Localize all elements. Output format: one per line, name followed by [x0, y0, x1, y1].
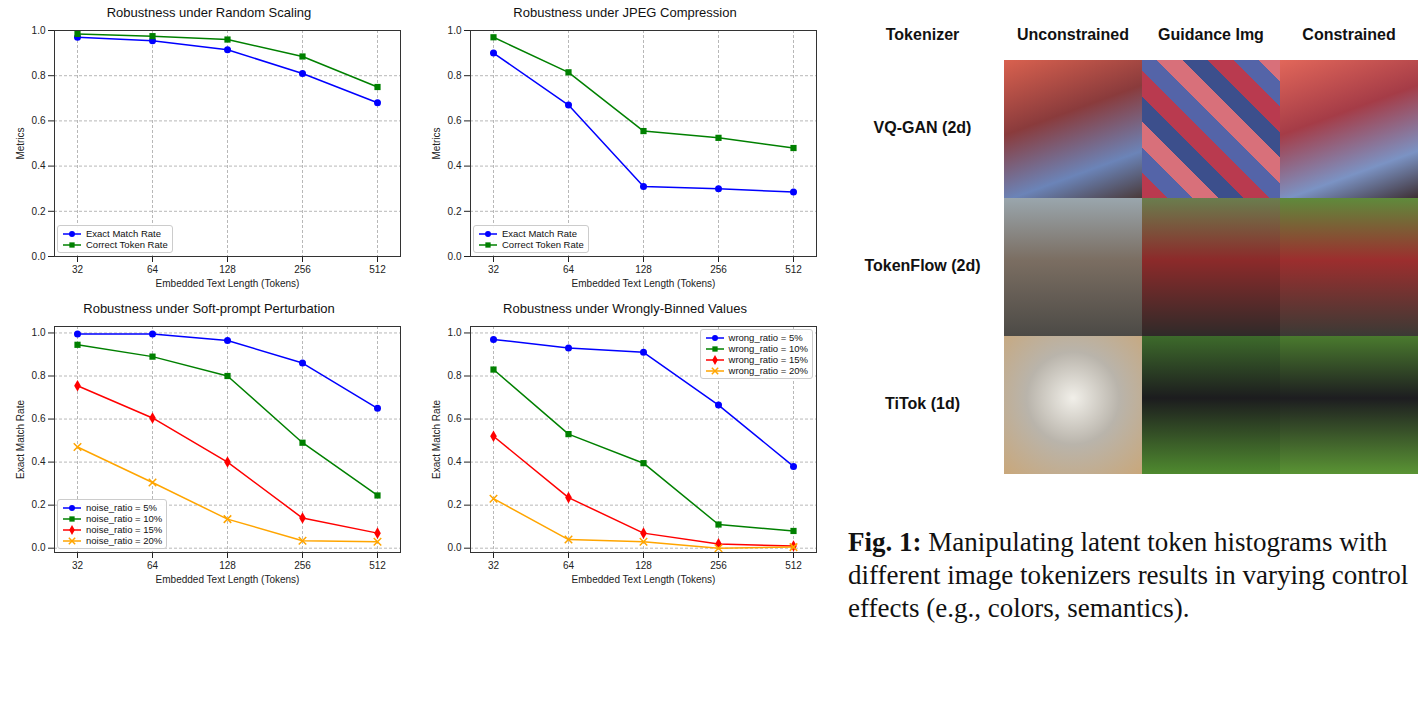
svg-text:Metrics: Metrics	[15, 127, 26, 159]
svg-text:0.8: 0.8	[32, 70, 46, 81]
svg-text:0.4: 0.4	[32, 456, 46, 467]
svg-text:1.0: 1.0	[32, 327, 46, 338]
svg-text:0.4: 0.4	[448, 456, 462, 467]
svg-text:256: 256	[710, 560, 727, 571]
html-text:noise_ratio = 20%: noise_ratio = 20%	[86, 535, 163, 546]
svg-text:64: 64	[563, 264, 575, 275]
svg-text:0.2: 0.2	[32, 206, 46, 217]
html-text:Constrained: Constrained	[1302, 26, 1396, 43]
svg-text:0.2: 0.2	[32, 499, 46, 510]
html-text:VQ-GAN (2d): VQ-GAN (2d)	[873, 119, 972, 136]
svg-text:256: 256	[710, 264, 727, 275]
html-text:wrong_ratio = 15%: wrong_ratio = 15%	[728, 354, 808, 365]
svg-text:256: 256	[294, 264, 311, 275]
html-text:TiTok (1d): TiTok (1d)	[885, 395, 960, 412]
svg-text:1.0: 1.0	[448, 327, 462, 338]
svg-text:128: 128	[635, 264, 652, 275]
svg-text:128: 128	[219, 264, 236, 275]
svg-text:0.0: 0.0	[32, 251, 46, 262]
html-text:Exact Match Rate: Exact Match Rate	[86, 228, 161, 239]
svg-text:512: 512	[369, 560, 386, 571]
svg-text:32: 32	[72, 560, 84, 571]
html-text:wrong_ratio = 20%: wrong_ratio = 20%	[728, 365, 808, 376]
svg-text:128: 128	[635, 560, 652, 571]
svg-text:512: 512	[369, 264, 386, 275]
html-text:Guidance Img: Guidance Img	[1158, 26, 1264, 43]
svg-text:256: 256	[294, 560, 311, 571]
svg-text:0.0: 0.0	[32, 542, 46, 553]
svg-text:0.2: 0.2	[448, 499, 462, 510]
svg-text:0.0: 0.0	[448, 251, 462, 262]
svg-text:512: 512	[785, 264, 802, 275]
svg-text:Exact Match Rate: Exact Match Rate	[15, 400, 26, 479]
html-text:Exact Match Rate: Exact Match Rate	[502, 228, 577, 239]
html-text:Robustness under JPEG Compress: Robustness under JPEG Compression	[513, 5, 737, 20]
svg-text:1.0: 1.0	[448, 25, 462, 36]
svg-text:Metrics: Metrics	[431, 127, 442, 159]
svg-text:0.8: 0.8	[448, 370, 462, 381]
html-text:Fig. 1: Manipulating latent to: Fig. 1: Manipulating latent token histog…	[848, 527, 1409, 623]
svg-text:0.6: 0.6	[448, 413, 462, 424]
html-text:Unconstrained: Unconstrained	[1017, 26, 1129, 43]
html-text:Tokenizer: Tokenizer	[885, 26, 960, 43]
svg-text:64: 64	[147, 264, 159, 275]
html-text:TokenFlow (2d): TokenFlow (2d)	[864, 257, 981, 274]
svg-text:64: 64	[563, 560, 575, 571]
html-text:wrong_ratio = 5%: wrong_ratio = 5%	[728, 332, 803, 343]
svg-text:Embedded Text Length (Tokens): Embedded Text Length (Tokens)	[572, 278, 716, 289]
svg-text:Embedded Text Length (Tokens): Embedded Text Length (Tokens)	[572, 574, 716, 585]
svg-text:0.6: 0.6	[32, 115, 46, 126]
svg-text:Exact Match Rate: Exact Match Rate	[431, 400, 442, 479]
html-text:noise_ratio = 5%: noise_ratio = 5%	[86, 502, 157, 513]
svg-text:0.0: 0.0	[448, 542, 462, 553]
svg-text:0.4: 0.4	[32, 160, 46, 171]
html-text:wrong_ratio = 10%: wrong_ratio = 10%	[728, 343, 808, 354]
html-text:noise_ratio = 15%: noise_ratio = 15%	[86, 524, 163, 535]
svg-text:1.0: 1.0	[32, 25, 46, 36]
html-text:noise_ratio = 10%: noise_ratio = 10%	[86, 513, 163, 524]
svg-text:32: 32	[488, 560, 500, 571]
svg-text:32: 32	[72, 264, 84, 275]
svg-text:64: 64	[147, 560, 159, 571]
svg-text:0.6: 0.6	[32, 413, 46, 424]
svg-text:0.6: 0.6	[448, 115, 462, 126]
svg-text:Embedded Text Length (Tokens): Embedded Text Length (Tokens)	[156, 278, 300, 289]
svg-text:0.8: 0.8	[32, 370, 46, 381]
svg-text:128: 128	[219, 560, 236, 571]
svg-text:32: 32	[488, 264, 500, 275]
html-text:Correct Token Rate: Correct Token Rate	[86, 239, 168, 250]
svg-text:0.2: 0.2	[448, 206, 462, 217]
svg-text:Embedded Text Length (Tokens): Embedded Text Length (Tokens)	[156, 574, 300, 585]
html-text:Correct Token Rate: Correct Token Rate	[502, 239, 584, 250]
html-text:Robustness under Random Scalin: Robustness under Random Scaling	[106, 5, 312, 20]
svg-text:0.4: 0.4	[448, 160, 462, 171]
html-text:Robustness under Wrongly-Binne: Robustness under Wrongly-Binned Values	[503, 301, 747, 316]
html-text:Robustness under Soft-prompt P: Robustness under Soft-prompt Perturbatio…	[83, 301, 335, 316]
svg-text:0.8: 0.8	[448, 70, 462, 81]
svg-text:512: 512	[785, 560, 802, 571]
